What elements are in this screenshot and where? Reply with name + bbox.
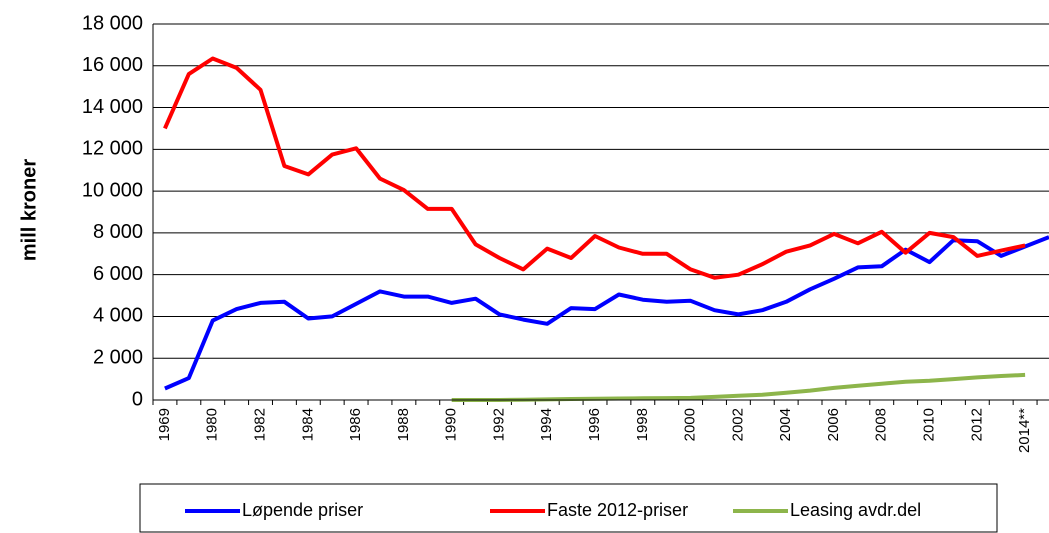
- x-tick-label: 2004: [777, 408, 794, 441]
- x-tick-label: 1998: [634, 408, 651, 441]
- y-axis-label: mill kroner: [18, 159, 40, 261]
- y-tick-label: 4 000: [93, 305, 143, 327]
- x-tick-label: 1980: [204, 408, 221, 441]
- x-tick-label: 1988: [395, 408, 412, 441]
- x-tick-label: 2008: [873, 408, 890, 441]
- x-tick-label: 2014**: [1016, 408, 1033, 453]
- y-tick-label: 16 000: [82, 54, 143, 76]
- series-line: [164, 235, 1049, 391]
- legend-label: Faste 2012-priser: [547, 500, 688, 520]
- legend-box: [139, 483, 998, 533]
- x-tick-label: 1969: [156, 408, 173, 441]
- x-tick-label: 1994: [538, 408, 555, 441]
- x-tick-label: 1996: [586, 408, 603, 441]
- y-tick-label: 0: [132, 388, 143, 410]
- x-tick-label: 2000: [682, 408, 699, 441]
- x-tick-label: 2012: [968, 408, 985, 441]
- x-tick-label: 1984: [299, 408, 316, 441]
- series-line: [163, 56, 1026, 280]
- y-tick-label: 12 000: [82, 138, 143, 160]
- y-tick-label: 8 000: [93, 221, 143, 243]
- x-tick-label: 1982: [251, 408, 268, 441]
- legend-label: Leasing avdr.del: [790, 500, 921, 520]
- x-tick-label: 2010: [921, 408, 938, 441]
- y-tick-label: 2 000: [93, 347, 143, 369]
- x-tick-label: 1986: [347, 408, 364, 441]
- y-tick-label: 10 000: [82, 179, 143, 201]
- y-tick-label: 6 000: [93, 263, 143, 285]
- legend-label: Løpende priser: [242, 500, 363, 520]
- y-tick-label: 18 000: [82, 12, 143, 34]
- x-tick-label: 2006: [825, 408, 842, 441]
- y-tick-label: 14 000: [82, 96, 143, 118]
- series-line: [451, 372, 1026, 402]
- x-tick-label: 1992: [490, 408, 507, 441]
- x-tick-label: 2002: [729, 408, 746, 441]
- x-tick-label: 1990: [443, 408, 460, 441]
